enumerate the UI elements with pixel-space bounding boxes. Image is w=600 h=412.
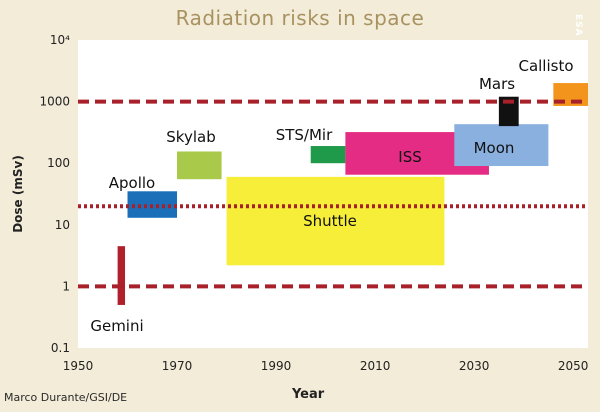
esa-watermark: ESA [573,14,583,37]
y-tick-01: 0.1 [51,341,70,355]
x-tick-1950: 1950 [63,359,94,373]
bar-sts-mir [310,146,346,164]
bar-moon [454,124,549,167]
bar-skylab [177,151,222,180]
label-gemini: Gemini [90,317,143,335]
y-axis-label: Dose (mSv) [11,155,25,233]
x-tick-1990: 1990 [261,359,292,373]
bar-gemini [117,246,126,305]
y-tick-10: 10 [55,218,70,232]
chart-title: Radiation risks in space [175,6,425,30]
y-tick-1000: 1000 [39,95,70,109]
y-tick-1: 1 [62,279,70,293]
bar-shuttle [226,176,445,266]
label-iss: ISS [398,148,421,166]
credit-text: Marco Durante/GSI/DE [4,391,128,404]
y-tick-100: 100 [47,156,70,170]
x-tick-2050: 2050 [558,359,589,373]
bar-mars [498,96,519,127]
label-moon: Moon [474,139,515,157]
x-axis-label: Year [291,387,325,402]
label-sts-mir: STS/Mir [276,126,333,144]
x-tick-2030: 2030 [459,359,490,373]
label-apollo: Apollo [109,174,155,192]
label-callisto: Callisto [518,57,573,75]
label-mars: Mars [479,75,515,93]
y-tick-10: 10⁴ [50,33,70,47]
label-shuttle: Shuttle [303,212,357,230]
label-skylab: Skylab [166,128,215,146]
x-tick-2010: 2010 [360,359,391,373]
x-tick-1970: 1970 [162,359,193,373]
